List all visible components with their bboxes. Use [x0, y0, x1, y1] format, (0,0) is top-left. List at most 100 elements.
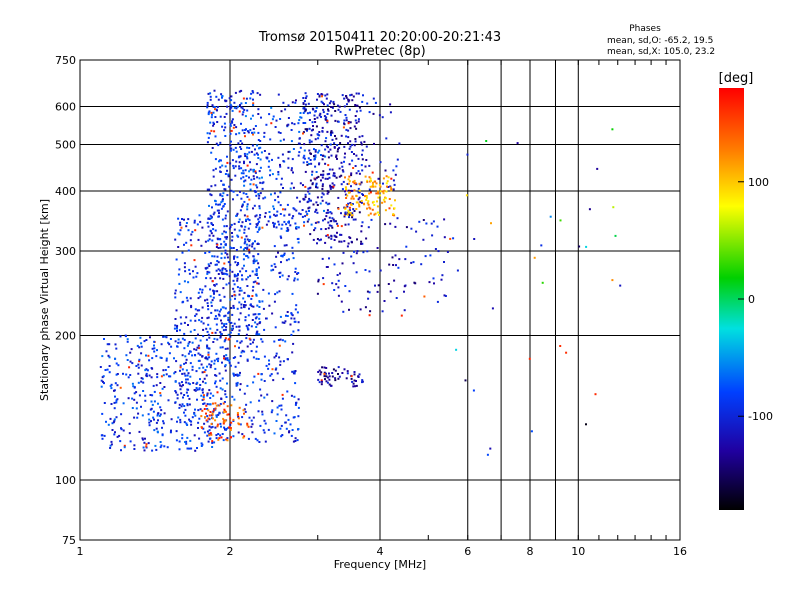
- data-point: [189, 362, 192, 365]
- data-point: [332, 100, 335, 103]
- data-point: [349, 140, 352, 143]
- data-point: [164, 369, 167, 371]
- data-point: [201, 443, 204, 446]
- data-point: [346, 370, 349, 373]
- data-point: [365, 198, 368, 201]
- data-point: [233, 106, 236, 109]
- data-point: [226, 236, 228, 239]
- data-point: [207, 409, 210, 412]
- data-point: [279, 363, 282, 366]
- data-point: [181, 433, 184, 436]
- data-point: [330, 237, 333, 240]
- data-point: [352, 385, 355, 388]
- data-point: [361, 221, 364, 224]
- data-point: [219, 346, 222, 349]
- data-point: [185, 442, 188, 445]
- data-point: [259, 181, 262, 184]
- data-point: [164, 335, 166, 338]
- data-point: [253, 153, 256, 156]
- data-point: [209, 437, 212, 440]
- data-point: [205, 419, 208, 422]
- data-point: [220, 425, 222, 428]
- data-point: [273, 225, 275, 228]
- data-point: [213, 292, 215, 295]
- data-point: [297, 415, 300, 418]
- data-point: [298, 151, 301, 154]
- data-point: [314, 227, 317, 230]
- x-tick-label: 10: [571, 545, 585, 558]
- data-point: [367, 200, 370, 203]
- data-point: [278, 223, 281, 226]
- data-point: [205, 327, 208, 330]
- data-point: [210, 311, 213, 314]
- data-point: [194, 265, 197, 268]
- data-point: [432, 277, 435, 280]
- data-point: [330, 131, 332, 134]
- data-point: [189, 350, 192, 353]
- data-point: [135, 365, 138, 367]
- data-point: [309, 111, 311, 114]
- data-point: [317, 280, 320, 283]
- data-point: [214, 419, 217, 422]
- data-point: [314, 138, 317, 141]
- data-point: [334, 379, 337, 382]
- data-point: [303, 154, 306, 157]
- phases-o-line: mean, sd,O: -65.2, 19.5: [607, 36, 713, 46]
- data-point: [188, 268, 191, 271]
- data-point: [352, 180, 355, 183]
- data-point: [296, 238, 299, 240]
- data-point: [236, 194, 239, 197]
- data-point: [215, 352, 218, 355]
- data-point: [213, 408, 216, 411]
- data-point: [379, 269, 382, 272]
- data-point: [333, 220, 336, 223]
- data-point: [310, 223, 313, 226]
- data-point: [216, 106, 219, 108]
- data-point: [263, 396, 266, 399]
- data-point: [270, 193, 272, 196]
- data-point: [256, 224, 259, 227]
- data-point: [265, 317, 267, 320]
- data-point: [269, 215, 272, 218]
- data-point: [351, 203, 354, 205]
- data-point: [103, 338, 105, 340]
- data-point: [179, 316, 182, 319]
- data-point: [196, 272, 199, 275]
- data-point: [303, 100, 306, 102]
- data-point: [236, 383, 239, 386]
- data-point: [255, 331, 258, 334]
- data-point: [251, 243, 254, 246]
- data-point: [215, 283, 218, 286]
- data-point: [120, 413, 123, 416]
- data-point: [214, 309, 217, 312]
- data-point: [216, 243, 219, 246]
- grid-lines: [80, 60, 680, 540]
- data-point: [321, 188, 324, 190]
- data-point: [372, 112, 375, 115]
- data-point: [366, 180, 369, 183]
- data-point: [229, 331, 232, 334]
- data-point: [326, 266, 329, 268]
- data-point: [157, 419, 159, 422]
- data-point: [198, 347, 201, 350]
- data-point: [151, 357, 154, 360]
- data-point: [214, 367, 217, 370]
- data-point: [215, 246, 218, 248]
- data-point: [372, 97, 375, 100]
- data-point: [115, 347, 118, 350]
- data-point: [223, 357, 225, 360]
- data-point: [251, 90, 254, 92]
- data-point: [331, 375, 334, 378]
- data-point: [345, 189, 348, 192]
- data-point: [321, 192, 324, 195]
- data-point: [239, 423, 242, 426]
- data-point: [328, 102, 331, 105]
- data-point: [155, 355, 158, 358]
- data-point: [254, 437, 257, 440]
- data-point: [278, 272, 281, 275]
- data-point: [221, 96, 223, 99]
- data-point: [375, 192, 378, 195]
- data-point: [175, 309, 178, 312]
- data-point: [230, 404, 233, 407]
- data-point: [185, 241, 188, 244]
